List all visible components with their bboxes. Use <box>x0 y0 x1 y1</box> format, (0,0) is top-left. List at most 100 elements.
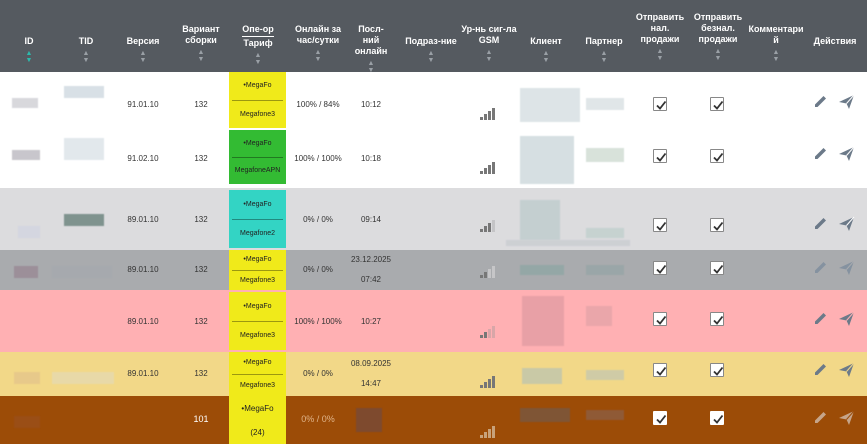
partner-redacted <box>586 228 624 238</box>
table-row[interactable]: 89.01.10 132 •MegaFo Megafone3 0% / 0% 2… <box>0 250 867 290</box>
send-cash-checkbox[interactable] <box>653 312 667 326</box>
send-cash-checkbox[interactable] <box>653 363 667 377</box>
sort-icon[interactable]: ▲ ▼ <box>25 50 33 64</box>
pencil-icon[interactable] <box>812 146 830 162</box>
signal-bars-icon <box>480 424 498 438</box>
sort-icon[interactable]: ▲ ▼ <box>139 50 147 64</box>
sort-icon[interactable]: ▲ ▼ <box>714 48 722 62</box>
pencil-icon[interactable] <box>812 94 830 110</box>
column-header-send-cashless[interactable]: Отправить безнал. продажи ▲ ▼ <box>693 12 743 62</box>
id-redacted <box>14 266 38 278</box>
column-header-version[interactable]: Версия ▲ ▼ <box>126 36 160 64</box>
column-header-last-online[interactable]: Посл-ний онлайн ▲ ▼ <box>354 24 388 74</box>
paper-plane-icon[interactable] <box>838 216 856 232</box>
column-header-comment[interactable]: Комментарий ▲ ▼ <box>748 24 804 63</box>
table-row[interactable]: 91.01.10 132 •MegaFo Megafone3 100% / 84… <box>0 72 867 128</box>
table-row[interactable]: 101 •MegaFo (24) 0% / 0% <box>0 396 867 444</box>
send-cashless-checkbox[interactable] <box>710 363 724 377</box>
client-redacted <box>520 408 570 422</box>
column-header-tid[interactable]: TID ▲ ▼ <box>78 36 94 64</box>
column-header-division[interactable]: Подраз-ние ▲ ▼ <box>405 36 457 64</box>
sort-icon[interactable]: ▲ ▼ <box>485 49 493 63</box>
signal-bars-icon <box>480 160 498 174</box>
sort-icon[interactable]: ▲ ▼ <box>772 49 780 63</box>
online-cell: 0% / 0% <box>301 414 335 424</box>
paper-plane-icon[interactable] <box>838 94 856 110</box>
table-row[interactable]: 89.01.10 132 •MegaFo Megafone3 100% / 10… <box>0 290 867 352</box>
pencil-icon[interactable] <box>812 362 830 378</box>
paper-plane-icon[interactable] <box>838 362 856 378</box>
column-header-gsm[interactable]: Ур-нь сиг-ла GSM ▲ ▼ <box>461 24 517 63</box>
partner-redacted <box>586 98 624 110</box>
sort-icon[interactable]: ▲ ▼ <box>314 49 322 63</box>
column-header-id[interactable]: ID ▲ ▼ <box>24 36 34 64</box>
checkmark-icon <box>656 100 667 110</box>
operator-tariff-cell: •MegaFo MegafoneAPN <box>229 130 286 184</box>
signal-bars-icon <box>480 106 498 120</box>
column-header-send-cash[interactable]: Отправить нал. продажи ▲ ▼ <box>635 12 685 62</box>
id-redacted <box>14 372 40 384</box>
signal-bars-icon <box>480 324 498 338</box>
partner-redacted <box>586 370 624 380</box>
last-online-cell: 08.09.2025 14:47 <box>350 359 392 388</box>
online-cell: 0% / 0% <box>303 215 333 224</box>
sort-icon[interactable]: ▲ ▼ <box>656 48 664 62</box>
client-redacted <box>520 136 574 184</box>
column-header-operator-tariff[interactable]: Опе-ор Тариф ▲ ▼ <box>242 24 274 66</box>
table-row[interactable]: 89.01.10 132 •MegaFo Megafone2 0% / 0% 0… <box>0 188 867 250</box>
column-header-partner[interactable]: Партнер ▲ ▼ <box>585 36 623 64</box>
client-redacted <box>520 265 564 275</box>
sort-icon[interactable]: ▲ ▼ <box>542 50 550 64</box>
online-cell: 100% / 84% <box>296 100 340 109</box>
sort-icon[interactable]: ▲ ▼ <box>197 49 205 63</box>
pencil-icon[interactable] <box>812 260 830 276</box>
send-cash-checkbox[interactable] <box>653 149 667 163</box>
send-cash-checkbox[interactable] <box>653 411 667 425</box>
sort-icon[interactable]: ▲ ▼ <box>82 50 90 64</box>
id-redacted <box>12 98 38 108</box>
operator-tariff-cell: •MegaFo Megafone2 <box>229 190 286 248</box>
paper-plane-icon[interactable] <box>838 311 856 327</box>
send-cashless-checkbox[interactable] <box>710 411 724 425</box>
paper-plane-icon[interactable] <box>838 146 856 162</box>
send-cash-checkbox[interactable] <box>653 97 667 111</box>
table-row[interactable]: 91.02.10 132 •MegaFo MegafoneAPN 100% / … <box>0 128 867 188</box>
checkmark-icon <box>713 221 724 231</box>
tariff-label: Megafone3 <box>239 381 276 389</box>
tid-redacted <box>64 86 104 98</box>
tariff-label: Megafone2 <box>239 230 276 238</box>
send-cashless-checkbox[interactable] <box>710 312 724 326</box>
send-cashless-checkbox[interactable] <box>710 261 724 275</box>
sort-icon[interactable]: ▲ ▼ <box>254 52 262 66</box>
checkmark-icon <box>713 414 724 424</box>
column-header-client[interactable]: Клиент ▲ ▼ <box>530 36 562 64</box>
operator-label: •MegaFo <box>243 256 272 264</box>
operator-tariff-cell: •MegaFo Megafone3 <box>229 72 286 128</box>
column-header-build[interactable]: Вариант сборки ▲ ▼ <box>182 24 220 63</box>
paper-plane-icon[interactable] <box>838 260 856 276</box>
pencil-icon[interactable] <box>812 311 830 327</box>
build-cell: 101 <box>193 414 209 424</box>
sort-icon[interactable]: ▲ ▼ <box>600 50 608 64</box>
column-header-online[interactable]: Онлайн за час/сутки ▲ ▼ <box>295 24 341 63</box>
tid-redacted <box>52 266 112 278</box>
tariff-label: (24) <box>250 427 265 437</box>
pencil-icon[interactable] <box>812 216 830 232</box>
sort-icon[interactable]: ▲ ▼ <box>427 50 435 64</box>
send-cashless-checkbox[interactable] <box>710 149 724 163</box>
send-cash-checkbox[interactable] <box>653 261 667 275</box>
client-redacted <box>520 88 580 122</box>
sort-icon[interactable]: ▲ ▼ <box>367 60 375 74</box>
send-cashless-checkbox[interactable] <box>710 97 724 111</box>
table-row[interactable]: 89.01.10 132 •MegaFo Megafone3 0% / 0% 0… <box>0 352 867 396</box>
send-cash-checkbox[interactable] <box>653 218 667 232</box>
paper-plane-icon[interactable] <box>838 410 856 426</box>
online-cell: 100% / 100% <box>294 154 342 163</box>
send-cashless-checkbox[interactable] <box>710 218 724 232</box>
tid-redacted <box>64 138 104 160</box>
checkmark-icon <box>656 315 667 325</box>
pencil-icon[interactable] <box>812 410 830 426</box>
client-redacted <box>522 368 562 384</box>
signal-bars-icon <box>480 264 498 278</box>
